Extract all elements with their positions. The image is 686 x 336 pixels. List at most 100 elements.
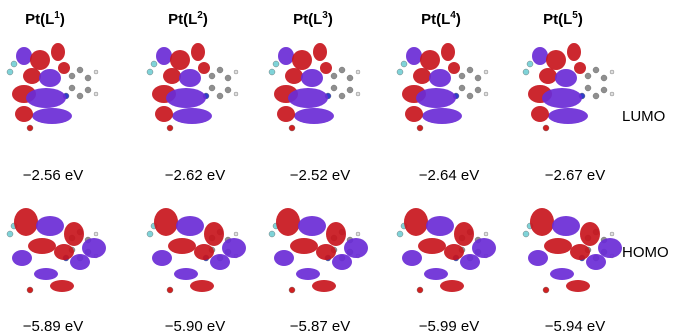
oxygen-atom <box>26 286 34 294</box>
homo-row-label: HOMO <box>622 244 669 261</box>
negative-lobe <box>426 216 454 236</box>
negative-lobe <box>70 254 90 270</box>
column-header-3: Pt(L3) <box>293 10 333 28</box>
positive-lobe <box>190 280 214 292</box>
carbon-atom <box>330 84 338 92</box>
carbon-atom <box>68 72 76 80</box>
oxygen-atom <box>166 124 174 132</box>
hydrogen-atom <box>483 231 489 237</box>
fluorine-atom <box>272 60 280 68</box>
oxygen-atom <box>166 286 174 294</box>
negative-lobe <box>548 108 588 124</box>
lumo-energy-3: −2.52 eV <box>289 167 351 184</box>
carbon-atom <box>600 74 608 82</box>
negative-lobe <box>301 69 323 87</box>
lumo-orbital-image-1 <box>2 38 122 138</box>
negative-lobe <box>586 254 606 270</box>
negative-lobe <box>32 108 72 124</box>
positive-lobe <box>64 222 84 246</box>
carbon-atom <box>68 84 76 92</box>
fluorine-atom <box>10 60 18 68</box>
negative-lobe <box>552 216 580 236</box>
hydrogen-atom <box>93 231 99 237</box>
hydrogen-atom <box>233 231 239 237</box>
carbon-atom <box>458 84 466 92</box>
positive-lobe <box>418 238 446 254</box>
negative-lobe <box>82 238 106 258</box>
negative-lobe <box>472 238 496 258</box>
homo-orbital-image-1 <box>2 200 122 300</box>
positive-lobe <box>316 244 336 260</box>
negative-lobe <box>402 250 422 266</box>
positive-lobe <box>574 62 586 74</box>
carbon-atom <box>466 66 474 74</box>
column-header-1: Pt(L1) <box>25 10 65 28</box>
homo-orbital-image-2 <box>142 200 262 300</box>
negative-lobe <box>26 88 66 108</box>
oxygen-atom <box>288 286 296 294</box>
negative-lobe <box>39 69 61 87</box>
lumo-orbital-image-3 <box>264 38 384 138</box>
hydrogen-atom <box>609 69 615 75</box>
negative-lobe <box>542 88 582 108</box>
hydrogen-atom <box>355 91 361 97</box>
positive-lobe <box>28 238 56 254</box>
carbon-atom <box>216 92 224 100</box>
carbon-atom <box>76 66 84 74</box>
negative-lobe <box>298 216 326 236</box>
fluorine-atom <box>396 230 404 238</box>
lumo-orbital-image-4 <box>392 38 512 138</box>
hydrogen-atom <box>609 231 615 237</box>
homo-orbital-image-5 <box>518 200 638 300</box>
positive-lobe <box>50 280 74 292</box>
positive-lobe <box>413 68 431 84</box>
positive-lobe <box>441 43 455 61</box>
positive-lobe <box>531 106 549 122</box>
lumo-energy-5: −2.67 eV <box>544 167 606 184</box>
fluorine-atom <box>522 230 530 238</box>
lumo-energy-2: −2.62 eV <box>164 167 226 184</box>
carbon-atom <box>592 92 600 100</box>
lumo-energy-4: −2.64 eV <box>418 167 480 184</box>
negative-lobe <box>222 238 246 258</box>
fluorine-atom <box>150 60 158 68</box>
negative-lobe <box>274 250 294 266</box>
positive-lobe <box>326 222 346 246</box>
hydrogen-atom <box>93 91 99 97</box>
negative-lobe <box>156 47 172 65</box>
negative-lobe <box>166 88 206 108</box>
oxygen-atom <box>542 286 550 294</box>
fluorine-atom <box>6 230 14 238</box>
lumo-energy-1: −2.56 eV <box>22 167 84 184</box>
negative-lobe <box>172 108 212 124</box>
positive-lobe <box>544 238 572 254</box>
positive-lobe <box>58 62 70 74</box>
fluorine-atom <box>268 230 276 238</box>
positive-lobe <box>312 280 336 292</box>
positive-lobe <box>30 50 50 70</box>
negative-lobe <box>179 69 201 87</box>
oxygen-atom <box>26 124 34 132</box>
negative-lobe <box>34 268 58 280</box>
positive-lobe <box>204 222 224 246</box>
fluorine-atom <box>146 230 154 238</box>
positive-lobe <box>154 208 178 236</box>
negative-lobe <box>176 216 204 236</box>
negative-lobe <box>550 268 574 280</box>
positive-lobe <box>277 106 295 122</box>
positive-lobe <box>454 222 474 246</box>
fluorine-atom <box>400 60 408 68</box>
homo-orbital-image-4 <box>392 200 512 300</box>
homo-energy-1: −5.89 eV <box>22 318 84 335</box>
negative-lobe <box>174 268 198 280</box>
negative-lobe <box>422 108 462 124</box>
hydrogen-atom <box>355 69 361 75</box>
carbon-atom <box>338 92 346 100</box>
lumo-row-label: LUMO <box>622 108 666 125</box>
fluorine-atom <box>396 68 404 76</box>
positive-lobe <box>539 68 557 84</box>
positive-lobe <box>285 68 303 84</box>
positive-lobe <box>168 238 196 254</box>
homo-energy-5: −5.94 eV <box>544 318 606 335</box>
negative-lobe <box>406 47 422 65</box>
